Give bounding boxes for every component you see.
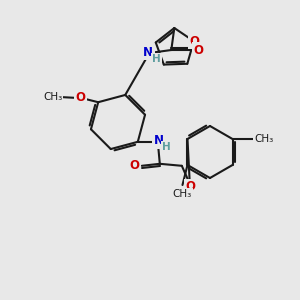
Text: H: H (152, 54, 161, 64)
Text: N: N (154, 134, 164, 147)
Text: O: O (193, 44, 203, 56)
Text: H: H (162, 142, 171, 152)
Text: CH₃: CH₃ (254, 134, 274, 144)
Text: CH₃: CH₃ (173, 189, 192, 199)
Text: N: N (143, 46, 153, 59)
Text: CH₃: CH₃ (43, 92, 62, 102)
Text: O: O (130, 159, 140, 172)
Text: O: O (190, 35, 200, 48)
Text: O: O (186, 180, 196, 193)
Text: O: O (75, 91, 85, 104)
